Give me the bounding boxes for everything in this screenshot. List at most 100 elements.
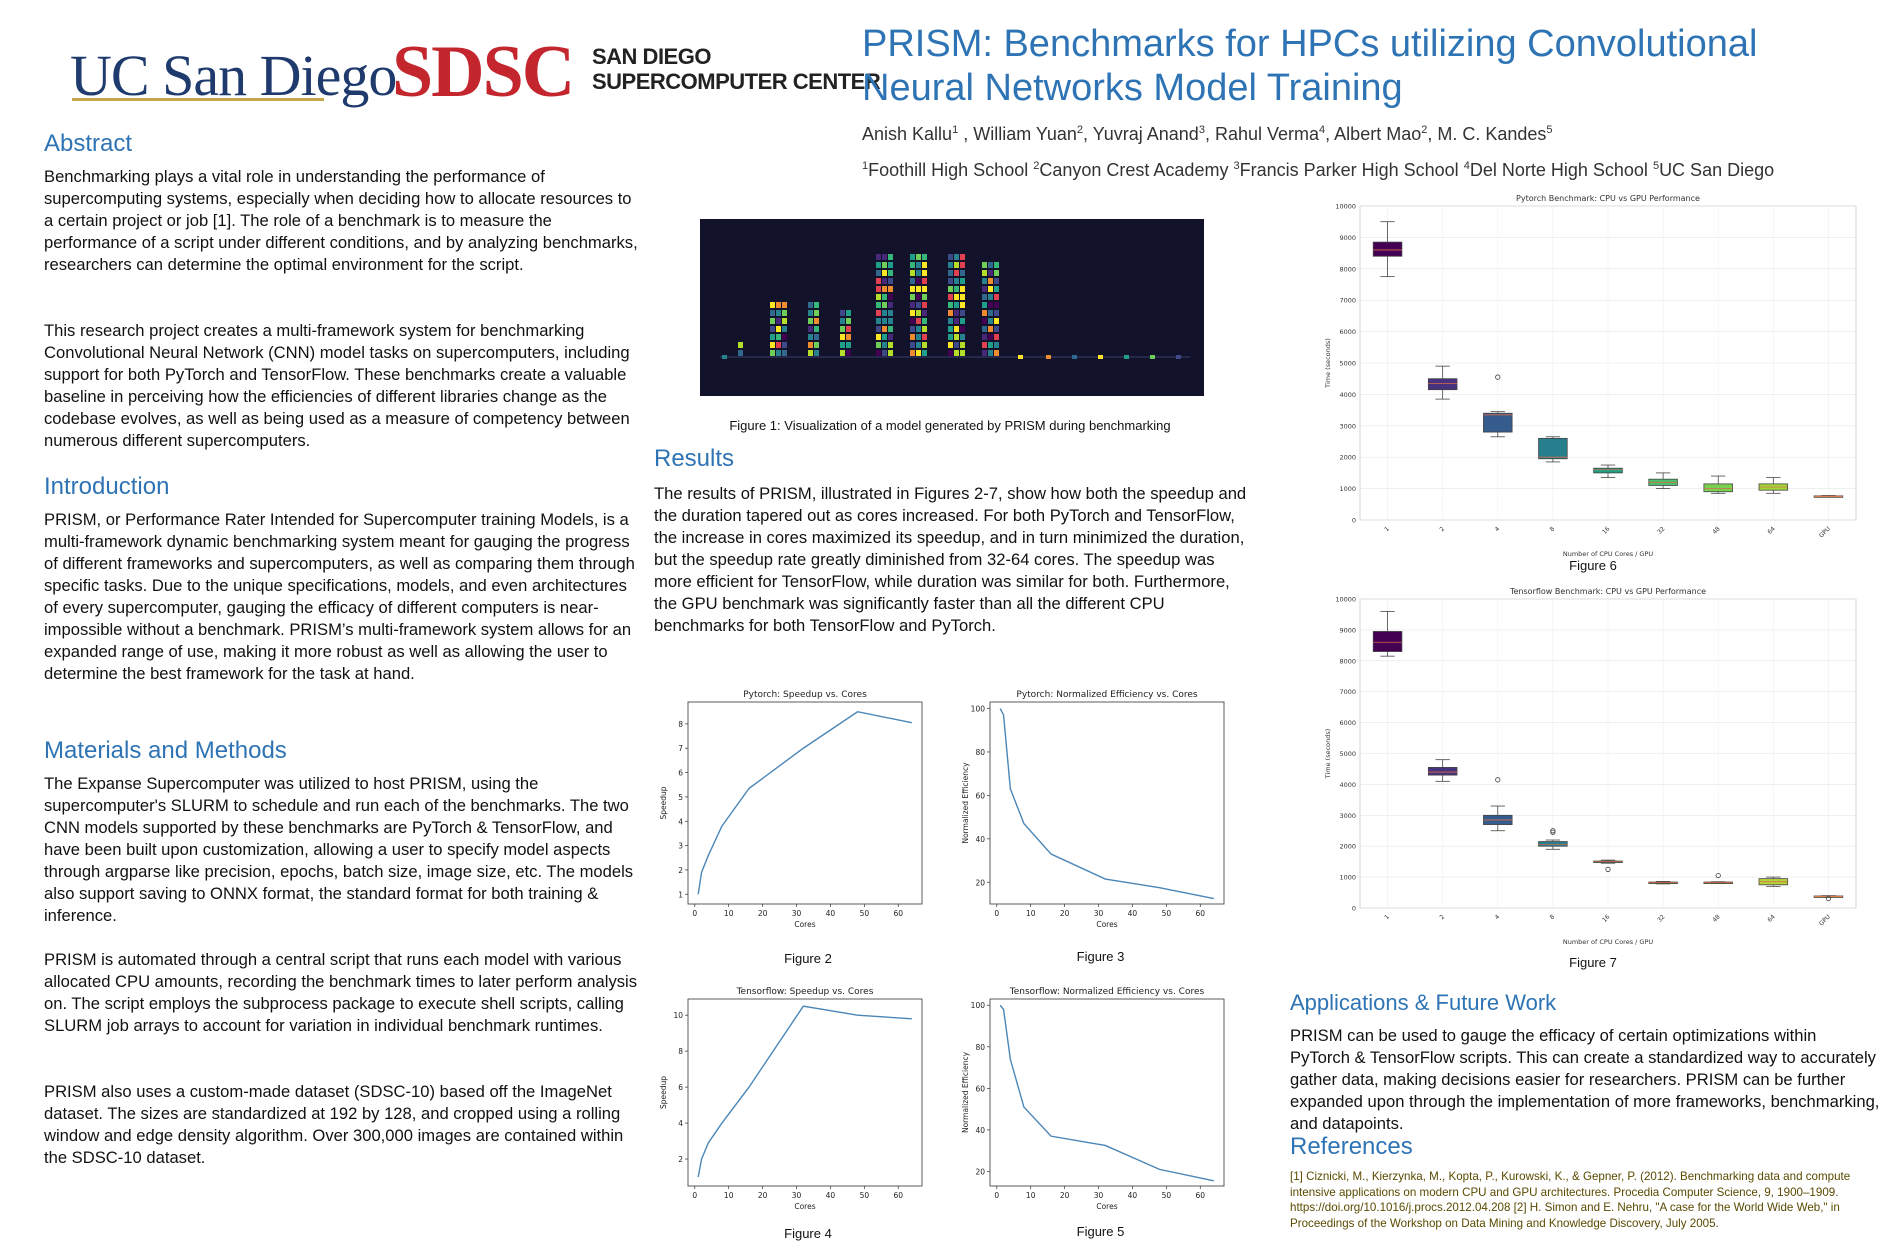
viz-node <box>922 270 927 276</box>
x-tick-label: 50 <box>1162 1191 1172 1200</box>
viz-node <box>948 334 953 340</box>
viz-node <box>808 334 813 340</box>
viz-node <box>814 350 819 356</box>
x-tick-label: 8 <box>1549 913 1557 921</box>
x-tick-label: 30 <box>1094 1191 1104 1200</box>
viz-node <box>782 326 787 332</box>
y-tick-label: 60 <box>975 791 985 800</box>
abstract-paragraph-1: Benchmarking plays a vital role in under… <box>44 167 638 274</box>
viz-node <box>988 294 993 300</box>
sdsc-logo-subtitle: SAN DIEGO SUPERCOMPUTER CENTER <box>592 44 881 94</box>
viz-node <box>982 262 987 268</box>
viz-node <box>888 318 893 324</box>
viz-node <box>960 318 965 324</box>
model-visualization <box>700 219 1204 396</box>
viz-node <box>882 262 887 268</box>
data-line <box>697 1005 912 1178</box>
y-tick-label: 80 <box>975 1043 985 1052</box>
y-tick-label: 5 <box>678 793 683 802</box>
viz-node <box>876 286 881 292</box>
viz-node <box>994 278 999 284</box>
viz-node <box>1150 355 1155 359</box>
viz-node <box>888 334 893 340</box>
introduction-paragraph: PRISM, or Performance Rater Intended for… <box>44 510 635 683</box>
viz-node <box>948 270 953 276</box>
methods-paragraph-3: PRISM also uses a custom-made dataset (S… <box>44 1082 624 1167</box>
viz-node <box>738 342 743 348</box>
viz-node <box>916 326 921 332</box>
x-tick-label: 1 <box>1383 913 1391 921</box>
x-tick-label: 60 <box>893 909 903 918</box>
x-tick-label: 48 <box>1711 525 1721 535</box>
y-tick-label: 2 <box>678 1155 683 1164</box>
figure-6-label: Figure 6 <box>1569 558 1617 573</box>
author-name: Yuvraj Anand <box>1092 124 1199 144</box>
viz-node <box>876 254 881 260</box>
y-tick-label: 4000 <box>1339 781 1356 789</box>
x-tick-label: 0 <box>994 1191 999 1200</box>
viz-node <box>876 302 881 308</box>
x-tick-label: 30 <box>792 909 802 918</box>
figure-7-chart: Tensorflow Benchmark: CPU vs GPU Perform… <box>1324 587 1857 946</box>
viz-node <box>776 302 781 308</box>
viz-node <box>922 350 927 356</box>
x-axis-label: Cores <box>794 1202 815 1211</box>
x-tick-label: 20 <box>1060 1191 1070 1200</box>
x-tick-label: 50 <box>860 1191 870 1200</box>
viz-node <box>954 318 959 324</box>
y-axis-label: Normalized Efficiency <box>961 762 970 844</box>
y-tick-label: 1 <box>678 890 683 899</box>
viz-node <box>808 310 813 316</box>
y-tick-label: 10000 <box>1335 203 1356 211</box>
viz-node <box>888 286 893 292</box>
affiliation-name: Canyon Crest Academy <box>1039 160 1229 180</box>
author-name: M. C. Kandes <box>1437 124 1547 144</box>
abstract-heading: Abstract <box>44 130 133 157</box>
y-tick-label: 3000 <box>1339 812 1356 820</box>
chart-title: Tensorflow: Normalized Efficiency vs. Co… <box>1009 987 1205 997</box>
x-tick-label: 64 <box>1766 525 1776 535</box>
x-tick-label: 4 <box>1494 913 1502 921</box>
viz-node <box>1046 355 1051 359</box>
figure-7-label: Figure 7 <box>1569 955 1617 970</box>
x-tick-label: 20 <box>758 909 768 918</box>
affiliation-list: 1Foothill High School 2Canyon Crest Acad… <box>862 160 1774 181</box>
x-tick-label: 64 <box>1766 913 1776 923</box>
x-tick-label: 16 <box>1601 525 1611 535</box>
model-visualization-svg <box>720 254 1190 359</box>
author-affiliation-mark: 5 <box>1546 124 1553 136</box>
viz-node <box>960 278 965 284</box>
affiliation-number: 5 <box>1652 160 1660 172</box>
viz-node <box>982 286 987 292</box>
viz-node <box>910 302 915 308</box>
affiliation-number: 3 <box>1233 160 1240 172</box>
viz-node <box>808 350 813 356</box>
viz-node <box>882 278 887 284</box>
viz-node <box>910 318 915 324</box>
viz-node <box>882 286 887 292</box>
y-tick-label: 7 <box>678 744 683 753</box>
viz-node <box>782 302 787 308</box>
x-tick-label: 0 <box>994 909 999 918</box>
viz-node <box>782 350 787 356</box>
viz-node <box>910 270 915 276</box>
y-tick-label: 7000 <box>1339 688 1356 696</box>
viz-node <box>888 270 893 276</box>
viz-node <box>988 286 993 292</box>
viz-node <box>882 310 887 316</box>
y-tick-label: 0 <box>1352 517 1356 525</box>
viz-node <box>888 326 893 332</box>
viz-node <box>988 278 993 284</box>
box <box>1427 767 1458 776</box>
viz-node <box>922 294 927 300</box>
x-axis-label: Number of CPU Cores / GPU <box>1563 550 1653 558</box>
viz-node <box>948 342 953 348</box>
y-tick-label: 80 <box>975 748 985 757</box>
viz-node <box>770 302 775 308</box>
y-tick-label: 2 <box>678 866 683 875</box>
box <box>1483 412 1513 433</box>
viz-node <box>916 270 921 276</box>
viz-node <box>988 326 993 332</box>
figure-2-chart: Pytorch: Speedup vs. Cores 0 10 20 30 40 50 60 1… <box>659 690 923 929</box>
affiliation-name: Del Norte High School <box>1469 160 1648 180</box>
